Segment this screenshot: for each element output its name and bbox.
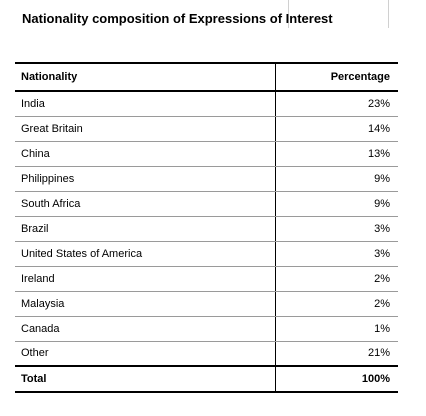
row-percentage: 13% — [275, 141, 398, 167]
table-row: India 23% — [15, 91, 398, 117]
nationality-table: Nationality Percentage India 23% Great B… — [15, 62, 398, 393]
row-percentage: 9% — [275, 191, 398, 217]
table-row: Canada 1% — [15, 316, 398, 342]
page-divider-left — [288, 0, 289, 28]
row-nationality: United States of America — [15, 241, 276, 267]
table-title: Nationality composition of Expressions o… — [22, 11, 333, 26]
row-nationality: Other — [15, 341, 276, 367]
row-nationality: Ireland — [15, 266, 276, 292]
table-row: Ireland 2% — [15, 266, 398, 292]
row-percentage: 23% — [275, 91, 398, 117]
table-row: Brazil 3% — [15, 216, 398, 242]
row-nationality: South Africa — [15, 191, 276, 217]
table-row: Other 21% — [15, 341, 398, 367]
row-percentage: 2% — [275, 291, 398, 317]
row-nationality: Canada — [15, 316, 276, 342]
row-nationality: China — [15, 141, 276, 167]
row-percentage: 9% — [275, 166, 398, 192]
table-header-row: Nationality Percentage — [15, 63, 398, 92]
row-percentage: 14% — [275, 116, 398, 142]
table-row: China 13% — [15, 141, 398, 167]
table-total-row: Total 100% — [15, 365, 398, 393]
row-percentage: 21% — [275, 341, 398, 367]
row-percentage: 1% — [275, 316, 398, 342]
table-row: Philippines 9% — [15, 166, 398, 192]
table-row: South Africa 9% — [15, 191, 398, 217]
row-percentage: 2% — [275, 266, 398, 292]
row-nationality: Malaysia — [15, 291, 276, 317]
row-nationality: Great Britain — [15, 116, 276, 142]
table-row: United States of America 3% — [15, 241, 398, 267]
total-label: Total — [15, 365, 276, 393]
row-percentage: 3% — [275, 216, 398, 242]
total-percentage: 100% — [275, 365, 398, 393]
page-divider-right — [388, 0, 389, 28]
row-percentage: 3% — [275, 241, 398, 267]
row-nationality: Philippines — [15, 166, 276, 192]
row-nationality: Brazil — [15, 216, 276, 242]
header-nationality: Nationality — [15, 63, 276, 92]
row-nationality: India — [15, 91, 276, 117]
header-percentage: Percentage — [275, 63, 398, 92]
table-row: Great Britain 14% — [15, 116, 398, 142]
table-row: Malaysia 2% — [15, 291, 398, 317]
